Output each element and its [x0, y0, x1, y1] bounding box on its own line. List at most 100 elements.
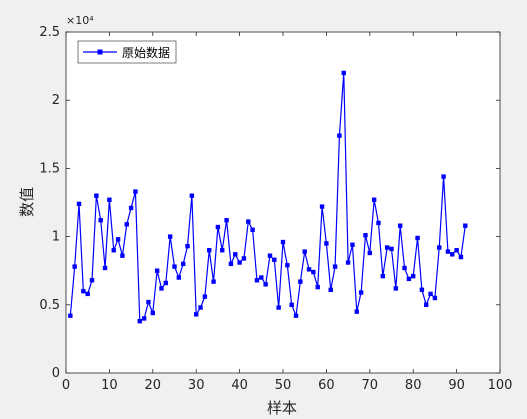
data-point [389, 246, 394, 252]
legend-label: 原始数据 [122, 45, 170, 60]
data-point [376, 220, 381, 226]
y-tick-label: 1 [52, 230, 60, 245]
x-axis-label: 样本 [267, 399, 297, 417]
data-point [276, 305, 281, 310]
data-point [111, 248, 116, 253]
series-layer [68, 70, 468, 324]
data-point [402, 265, 407, 271]
data-point [211, 279, 216, 284]
y-tick-label: 2.5 [39, 25, 60, 40]
data-point [350, 242, 355, 247]
data-point [371, 197, 377, 202]
data-point [415, 235, 420, 241]
x-tick-label: 70 [362, 378, 379, 393]
data-point [311, 269, 316, 275]
data-point [324, 241, 329, 246]
data-point [228, 261, 234, 267]
data-point [441, 174, 446, 179]
data-point [133, 189, 138, 194]
legend-box [77, 40, 177, 64]
data-point [150, 310, 155, 316]
data-point [285, 263, 290, 268]
data-point [432, 295, 438, 301]
data-point [159, 286, 164, 291]
data-point [81, 288, 86, 294]
x-tick-label: 90 [448, 378, 465, 393]
y-exponent-label: ×10⁴ [66, 14, 94, 27]
data-point [298, 279, 303, 284]
data-point [154, 268, 160, 273]
data-point [332, 264, 338, 269]
data-point [94, 193, 99, 198]
legend: 原始数据 [77, 40, 177, 64]
series-line [69, 72, 466, 322]
y-tick-label: 2 [52, 93, 60, 108]
data-point [259, 275, 264, 280]
data-point [85, 291, 90, 297]
data-point [128, 205, 134, 211]
data-point [237, 260, 242, 265]
data-point [124, 222, 129, 227]
data-point [207, 248, 212, 253]
data-point [233, 252, 238, 257]
data-point [463, 223, 468, 228]
data-point [102, 265, 108, 271]
y-tick-label: 0.5 [39, 298, 60, 313]
x-tick-label: 60 [318, 378, 335, 393]
data-point [363, 233, 368, 238]
data-point [411, 273, 416, 279]
data-point [454, 248, 459, 253]
data-point [358, 290, 364, 295]
data-point [224, 218, 229, 223]
data-point [397, 223, 403, 228]
data-point [445, 249, 451, 254]
data-point [293, 313, 299, 318]
ticks-layer: 0 10 20 30 40 50 60 70 80 90 100 0 0.5 1 1.5 2 2.5 [39, 25, 512, 393]
x-tick-label: 30 [188, 378, 205, 393]
y-tick-label: 0 [52, 366, 60, 381]
data-point [345, 260, 351, 265]
data-point [185, 243, 190, 249]
data-point [380, 273, 386, 279]
data-point [107, 197, 112, 202]
data-point [272, 257, 277, 262]
data-point [319, 204, 325, 209]
data-point [250, 227, 255, 232]
data-point [98, 218, 103, 223]
data-point [337, 133, 342, 138]
data-point [280, 239, 286, 245]
x-tick-label: 40 [231, 378, 248, 393]
x-tick-label: 50 [275, 378, 292, 393]
data-point [241, 256, 247, 261]
data-point [141, 316, 147, 321]
data-point [263, 282, 268, 287]
data-point [302, 249, 307, 254]
x-tick-label: 100 [488, 378, 513, 393]
data-point [267, 253, 273, 258]
data-point [198, 305, 203, 310]
data-point [176, 275, 182, 280]
data-point [215, 224, 221, 230]
data-point [202, 294, 208, 299]
data-point [315, 284, 320, 290]
data-point [289, 302, 294, 307]
data-point [328, 287, 333, 292]
data-point [341, 70, 346, 76]
data-point [189, 193, 195, 198]
data-point [450, 252, 455, 257]
data-point [406, 276, 412, 282]
x-tick-label: 20 [145, 378, 162, 393]
plot-area [66, 32, 500, 373]
data-point [89, 278, 95, 283]
data-point [163, 280, 169, 286]
x-tick-label: 0 [62, 378, 70, 393]
data-point [419, 287, 425, 292]
data-point [424, 302, 429, 307]
data-point [146, 299, 151, 305]
x-tick-label: 80 [405, 378, 422, 393]
data-point [76, 201, 82, 207]
y-tick-label: 1.5 [39, 161, 60, 176]
data-point [120, 253, 125, 258]
data-point [437, 245, 442, 250]
